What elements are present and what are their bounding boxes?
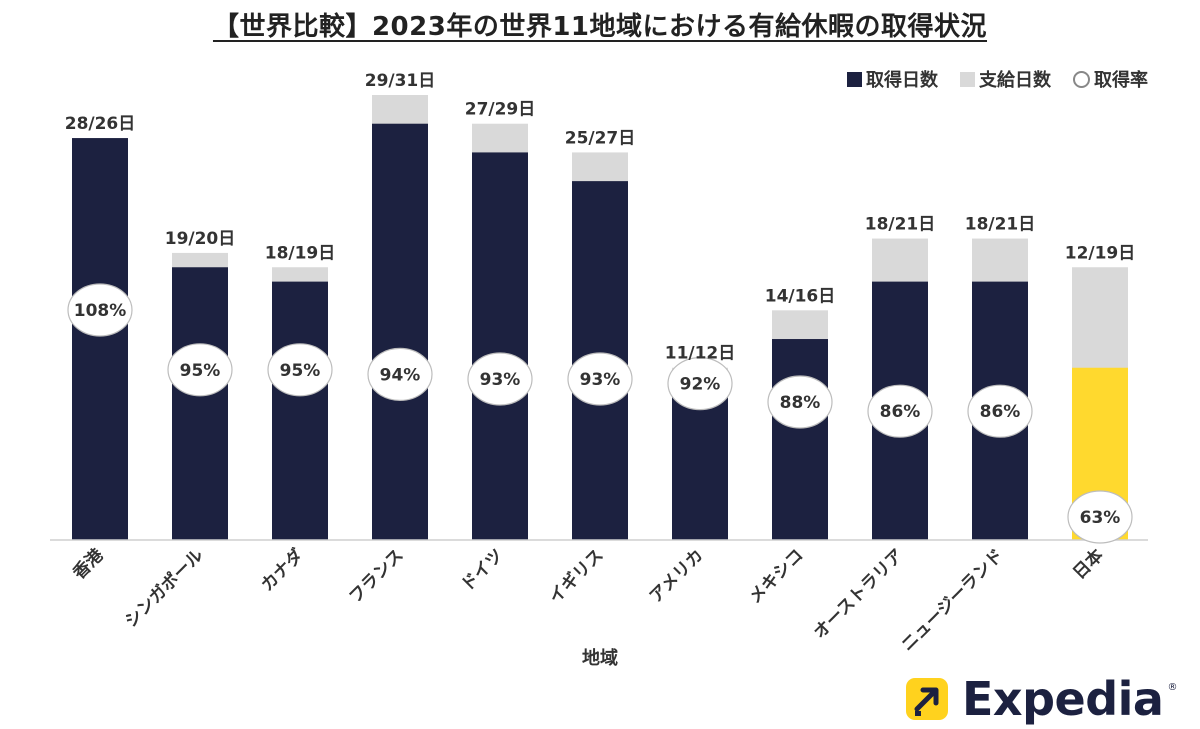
x-axis-title: 地域 [582,648,618,669]
bar-top-label-1: 19/20日 [165,229,236,249]
logo-text: Expedia [962,672,1164,726]
x-tick-label-2: カナダ [257,545,308,596]
legend-item-rate: 取得率 [1073,66,1148,92]
legend-item-given: 支給日数 [960,66,1051,92]
bar-top-label-9: 18/21日 [965,215,1036,235]
bar-top-label-5: 25/27日 [565,128,636,148]
chart-title: 【世界比較】2023年の世界11地域における有給休暇の取得状況 [212,12,988,42]
bar-top-label-2: 18/19日 [265,243,336,263]
x-tick-label-0: 香港 [69,544,109,584]
bar-top-label-7: 14/16日 [765,286,836,306]
rate-bubbles-group: 108% 95% 95% 94% 93% 93% 92% 88% 86% 86% 63% [67,283,1133,544]
bar-top-label-6: 11/12日 [665,344,736,364]
x-tick-label-5: イギリス [545,545,607,607]
rate-label-3: 94% [380,365,421,385]
bar-taken-1 [172,267,228,540]
x-tick-label-3: フランス [346,545,408,607]
bar-taken-7 [772,339,828,540]
bar-top-label-4: 27/29日 [465,100,536,120]
rate-bubble-1 [167,343,233,397]
rate-label-2: 95% [280,361,321,381]
rate-label-1: 95% [180,361,221,381]
bar-taken-3 [372,123,428,540]
bar-taken-0 [72,138,128,540]
x-tick-label-8: オーストラリア [810,545,908,643]
rate-bubble-6 [667,357,733,411]
legend-label-taken: 取得日数 [866,70,938,91]
x-tick-label-1: シンガポール [121,545,208,632]
rate-bubble-9 [967,384,1033,438]
bars-group [72,95,1128,540]
legend-circle-rate [1073,70,1090,88]
rate-label-4: 93% [480,370,521,390]
rate-bubble-5 [567,352,633,406]
arrow-icon [906,678,948,720]
rate-bubble-4 [467,352,533,406]
bar-top-label-0: 28/26日 [65,114,136,134]
legend-item-taken: 取得日数 [847,66,938,92]
rate-bubble-0 [67,283,133,337]
legend-label-given: 支給日数 [979,70,1051,91]
x-tick-label-9: ニュージーランド [897,545,1007,655]
expedia-logo: Expedia ® [906,676,1177,722]
rate-bubble-10 [1067,490,1133,544]
rate-label-5: 93% [580,370,621,390]
bar-taken-4 [472,152,528,540]
rate-label-0: 108% [74,301,127,321]
rate-bubble-3 [367,347,433,401]
rate-label-10: 63% [1080,508,1121,528]
x-tick-label-7: メキシコ [745,545,807,607]
bar-top-label-10: 12/19日 [1065,243,1136,263]
rate-label-6: 92% [680,375,721,395]
bar-top-label-8: 18/21日 [865,215,936,235]
x-tick-label-10: 日本 [1069,545,1108,584]
rate-label-7: 88% [780,393,821,413]
x-tick-label-6: アメリカ [646,545,708,607]
bar-top-label-3: 29/31日 [365,71,436,91]
legend-swatch-taken [847,71,862,87]
legend-swatch-given [960,71,975,87]
logo-registered-mark: ® [1167,682,1178,693]
legend-label-rate: 取得率 [1094,70,1148,91]
rate-bubble-7 [767,375,833,429]
rate-bubble-8 [867,384,933,438]
x-tick-label-4: ドイツ [457,545,507,595]
rate-label-8: 86% [880,402,921,422]
bar-taken-2 [272,281,328,540]
rate-bubble-2 [267,343,333,397]
legend: 取得日数 支給日数 取得率 [847,66,1148,92]
rate-label-9: 86% [980,402,1021,422]
